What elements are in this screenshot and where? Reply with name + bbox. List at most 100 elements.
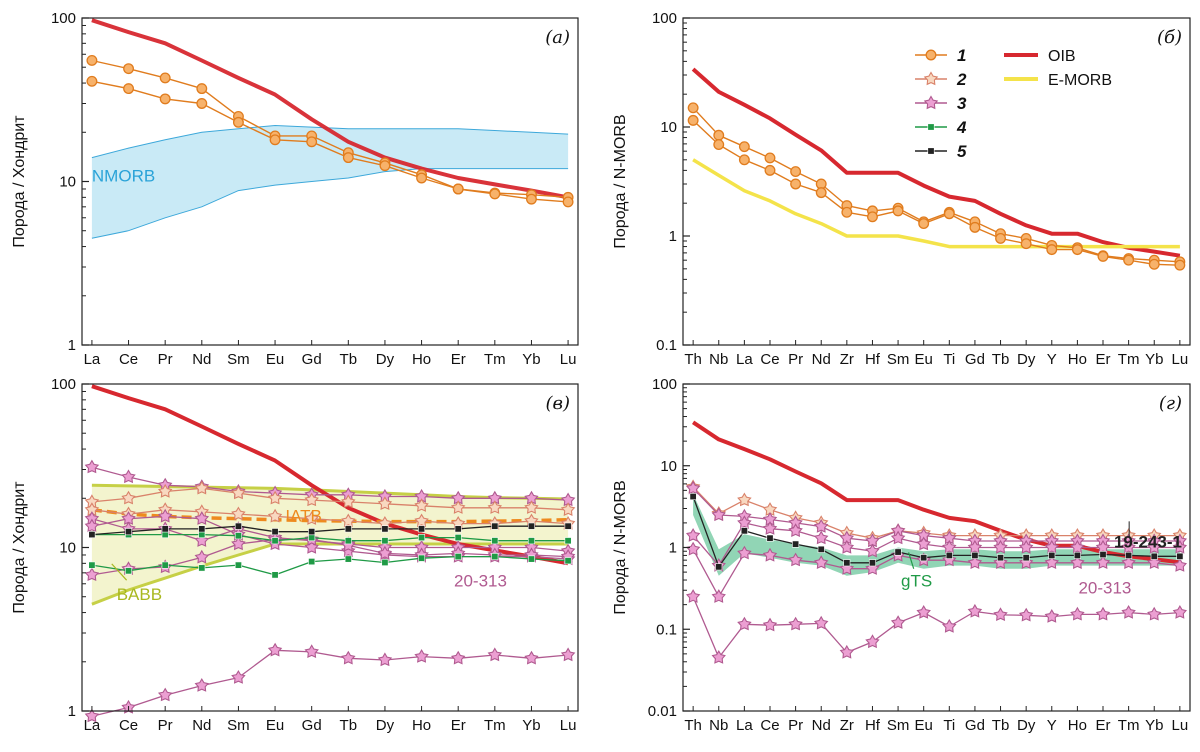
data-point-s3 (84, 459, 100, 474)
series-line-s2 (91, 487, 569, 511)
data-point-s3 (1095, 606, 1111, 621)
data-point-s1 (815, 187, 827, 199)
x-tick-label: Pr (158, 717, 173, 734)
data-point-s3 (839, 539, 855, 554)
x-tick-label: Dy (1017, 717, 1036, 734)
x-tick-label: Tm (1118, 351, 1140, 368)
data-point-s1 (713, 139, 725, 151)
data-point-s1 (943, 208, 955, 220)
x-tick-label: Yb (1145, 351, 1163, 368)
series-line-emorb (692, 158, 1180, 249)
x-tick-label: Dy (376, 351, 395, 368)
data-point-s1 (196, 83, 208, 95)
data-point-s2 (414, 513, 429, 528)
x-tick-label: Eu (266, 717, 284, 734)
x-tick-label: Ce (760, 717, 779, 734)
data-point-s2 (341, 494, 356, 509)
data-point-s3 (813, 530, 829, 545)
x-tick-label: Tm (484, 351, 506, 368)
chart-panel-3: 1 10 100 La Ce Pr Nd Sm Eu Gd Tb Dy Ho Er Tm Yb Lu Порода… (11, 376, 579, 734)
data-point-s3 (942, 539, 957, 554)
x-tick-label: Pr (788, 717, 803, 734)
data-point-s2 (737, 492, 752, 507)
data-point-s1 (969, 221, 981, 233)
data-point-s3 (377, 545, 393, 560)
data-point-s3 (737, 545, 752, 560)
babb-leader (111, 563, 128, 581)
panel-tag: (в) (545, 393, 570, 414)
data-point-s5 (418, 525, 426, 533)
data-point-s4 (308, 558, 316, 566)
x-tick-label: Eu (915, 717, 933, 734)
y-tick-label: 1 (669, 540, 677, 557)
data-point-s1 (342, 152, 354, 164)
annotation-babb: BABB (117, 585, 162, 604)
data-point-s3 (865, 561, 880, 575)
band-nmorb (91, 125, 569, 239)
x-tick-label: La (84, 717, 101, 734)
data-point-s3 (231, 670, 246, 684)
data-point-s3 (1172, 558, 1188, 572)
data-point-s1 (1174, 259, 1186, 271)
x-tick-label: Nb (709, 351, 728, 368)
y-tick-label: 1 (68, 337, 76, 354)
data-point-s3 (685, 528, 701, 542)
x-tick-label: Y (1047, 351, 1057, 368)
series-line-s5 (692, 496, 1180, 568)
data-point-s1 (1020, 238, 1032, 250)
data-point-s5 (454, 525, 462, 533)
data-point-s3 (1018, 539, 1034, 554)
data-point-s3 (1018, 607, 1034, 622)
data-point-s4 (527, 537, 535, 545)
data-point-s3 (560, 647, 576, 662)
x-tick-label: Dy (1017, 351, 1036, 368)
data-point-s5 (715, 563, 723, 571)
series-line-s3 (91, 466, 569, 501)
data-point-s4 (491, 553, 499, 561)
data-point-s1 (790, 166, 802, 178)
x-tick-label: La (84, 351, 101, 368)
legend-item-2: 2 (956, 70, 967, 89)
data-point-s4 (454, 553, 462, 561)
x-tick-label: Er (1096, 717, 1111, 734)
series-line-s5 (91, 525, 569, 536)
band-upper-line (91, 483, 569, 501)
data-point-s3 (967, 539, 983, 554)
data-point-s5 (920, 554, 928, 562)
panel-tag: (г) (1159, 393, 1182, 414)
data-point-s3 (788, 616, 803, 631)
x-tick-label: Gd (302, 351, 322, 368)
data-point-s4 (491, 537, 499, 545)
x-tick-label: Nb (709, 717, 728, 734)
data-point-s2 (157, 483, 173, 498)
data-point-s3 (121, 469, 136, 484)
legend-marker (923, 95, 939, 110)
x-tick-label: Tm (1118, 717, 1140, 734)
annotation-20-313: 20-313 (454, 572, 507, 591)
x-tick-label: Pr (788, 351, 803, 368)
data-point-s4 (271, 537, 279, 545)
data-point-s4 (344, 537, 352, 545)
series-line-oib (691, 67, 1181, 258)
data-point-s3 (890, 615, 906, 629)
x-tick-label: Eu (266, 351, 284, 368)
y-tick-label: 0.1 (656, 337, 677, 354)
data-point-s3 (1147, 606, 1162, 621)
data-point-s4 (344, 555, 352, 563)
data-point-s3 (916, 536, 931, 551)
legend-label-e-morb: E-MORB (1048, 72, 1112, 89)
data-point-s3 (788, 523, 803, 537)
data-point-s3 (916, 605, 931, 619)
data-point-s3 (84, 708, 100, 723)
annotation-19-243-1: 19-243-1 (1114, 533, 1182, 552)
data-point-s5 (564, 522, 572, 530)
data-point-s3 (1070, 555, 1085, 569)
series-line-oib (691, 420, 1181, 565)
data-point-s3 (157, 687, 173, 702)
data-point-s5 (894, 548, 902, 556)
data-point-s3 (1095, 555, 1111, 569)
x-tick-label: Eu (915, 351, 933, 368)
data-point-s3 (414, 648, 429, 663)
y-axis-label: Порода / N-MORB (612, 480, 629, 614)
data-point-s1 (269, 134, 281, 146)
